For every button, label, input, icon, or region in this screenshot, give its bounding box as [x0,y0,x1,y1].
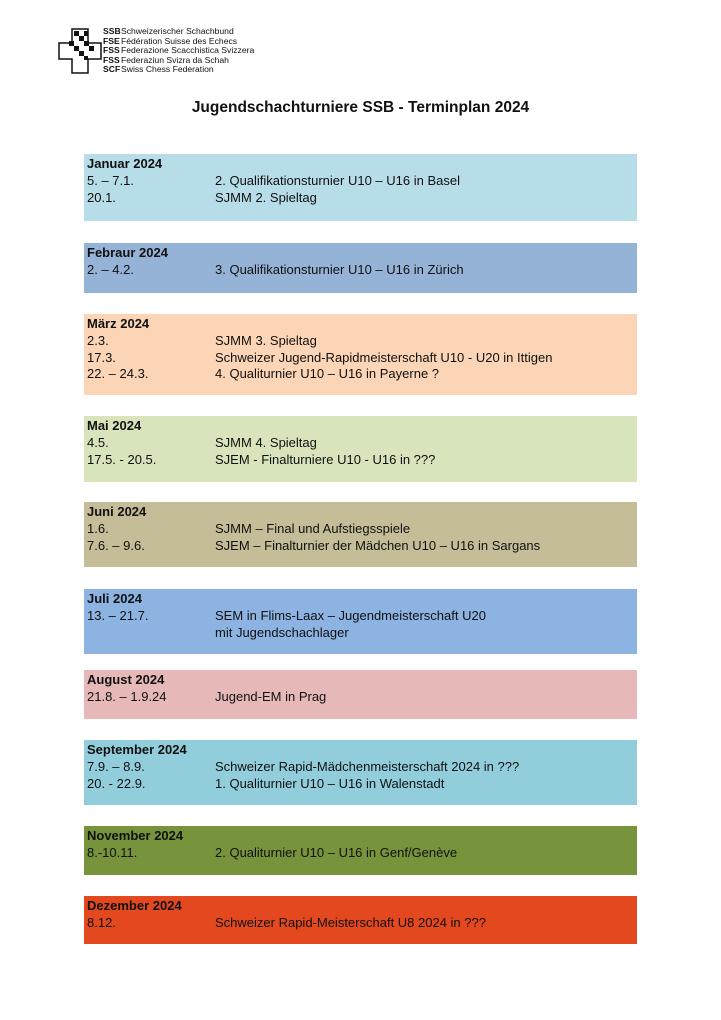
event-text: 2. Qualifikationsturnier U10 – U16 in Ba… [215,172,460,188]
event-date: 20.1. [87,189,116,205]
event-date: 17.5. - 20.5. [87,451,157,467]
month-heading: Mai 2024 [87,418,142,433]
event-row: 21.8. – 1.9.24 Jugend-EM in Prag [87,689,637,706]
event-date: 22. – 24.3. [87,366,149,382]
month-heading: Juni 2024 [87,504,147,519]
month-section: Juni 2024 1.6. SJMM – Final und Aufstiegss… [84,502,637,567]
event-date: 17.3. [87,349,116,365]
event-text: mit Jugendschachlager [215,624,349,640]
month-section: Mai 2024 4.5. SJMM 4. Spieltag 17.5. - 20.5… [84,416,637,482]
month-heading: September 2024 [87,742,187,757]
month-heading: Juli 2024 [87,591,142,606]
event-row: 4.5. SJMM 4. Spieltag [87,435,637,452]
month-heading: Dezember 2024 [87,898,182,913]
event-row: 7.6. – 9.6. SJEM – Finalturnier der Mädch… [87,538,637,555]
event-date [87,625,215,642]
event-text: Schweizer Rapid-Meisterschaft U8 2024 in… [215,914,486,930]
event-date: 2.3. [87,332,109,348]
logo-line: FSSFederaziun Svizra da Schah [103,54,254,66]
event-text: SJMM 2. Spieltag [215,189,317,205]
event-date: 5. – 7.1. [87,172,134,188]
month-heading: November 2024 [87,828,184,843]
logo-abbr: FSS [103,54,120,65]
month-heading: August 2024 [87,672,165,687]
event-text: 2. Qualiturnier U10 – U16 in Genf/Genève [215,844,458,860]
event-text: SEM in Flims-Laax – Jugendmeisterschaft … [215,607,486,623]
event-row: 20.1. SJMM 2. Spieltag [87,190,637,207]
event-text: Jugend-EM in Prag [215,688,327,704]
month-section: März 2024 2.3. SJMM 3. Spieltag 17.3. Schwei… [84,314,637,395]
month-section: Januar 2024 5. – 7.1. 2. Qualifikationstur… [84,154,637,221]
event-row: 8.12. Schweizer Rapid-Meisterschaft U8 20… [87,915,637,932]
logo-abbr: SSB [103,26,121,36]
event-date: 4.5. [87,434,109,450]
event-text: SJEM – Finalturnier der Mädchen U10 – U1… [215,537,541,553]
logo-name: Federaziun Svizra da Schah [121,54,229,65]
event-row: 7.9. – 8.9. Schweizer Rapid-Mädchenmeiste… [87,759,637,776]
month-section: August 2024 21.8. – 1.9.24 Jugend-EM in Pr… [84,670,637,719]
logo-abbr: FSS [103,45,120,56]
event-row: 13. – 21.7. SEM in Flims-Laax – Jugendmei… [87,608,637,625]
month-section: September 2024 7.9. – 8.9. Schweizer Rapid… [84,740,637,805]
logo-name: Swiss Chess Federation [121,64,214,75]
month-section: Juli 2024 13. – 21.7. SEM in Flims-Laax – … [84,589,637,654]
event-date: 13. – 21.7. [87,607,149,623]
event-text: Schweizer Rapid-Mädchenmeisterschaft 202… [215,758,520,774]
month-section: November 2024 8.-10.11. 2. Qualiturnier U1… [84,826,637,875]
event-date: 1.6. [87,520,109,536]
event-date: 7.9. – 8.9. [87,758,145,774]
logo-abbr: SCF [103,64,121,75]
month-section: Febraur 2024 2. – 4.2. 3. Qualifikationstu… [84,243,637,293]
month-heading: Januar 2024 [87,156,163,171]
event-text: 1. Qualiturnier U10 – U16 in Walenstadt [215,775,445,791]
event-row: 2. – 4.2. 3. Qualifikationsturnier U10 – … [87,262,637,279]
event-text: SJMM 4. Spieltag [215,434,317,450]
event-row: 5. – 7.1. 2. Qualifikationsturnier U10 – … [87,173,637,190]
event-date: 21.8. – 1.9.24 [87,688,167,704]
event-date: 8.12. [87,914,116,930]
event-text: SJMM – Final und Aufstiegsspiele [215,520,411,536]
event-text: SJEM - Finalturniere U10 - U16 in ??? [215,451,436,467]
event-text: 3. Qualifikationsturnier U10 – U16 in Zü… [215,261,464,277]
event-date: 20. - 22.9. [87,775,146,791]
logo-name: Fédération Suisse des Echecs [121,35,238,46]
month-section: Dezember 2024 8.12. Schweizer Rapid-Meiste… [84,896,637,944]
event-date: 8.-10.11. [87,844,138,860]
event-date: 2. – 4.2. [87,261,134,277]
logo-line: FSEFédération Suisse des Echecs [103,35,254,47]
event-row: mit Jugendschachlager [87,625,637,642]
month-heading: Febraur 2024 [87,245,168,260]
event-text: Schweizer Jugend-Rapidmeisterschaft U10 … [215,349,553,365]
event-row: 20. - 22.9. 1. Qualiturnier U10 – U16 in … [87,776,637,793]
page-title: Jugendschachturniere SSB - Terminplan 20… [191,99,530,116]
event-row: 17.3. Schweizer Jugend-Rapidmeisterschaft… [87,350,637,367]
logo-name: Federazione Scacchistica Svizzera [121,45,255,56]
month-heading: März 2024 [87,316,150,331]
event-row: 2.3. SJMM 3. Spieltag [87,333,637,350]
event-text: SJMM 3. Spieltag [215,332,317,348]
ssb-logo: SSBSchweizerischer Schachbund FSEFédérati… [58,26,258,77]
event-text: 4. Qualiturnier U10 – U16 in Payerne ? [215,366,440,382]
event-row: 17.5. - 20.5. SJEM - Finalturniere U10 - … [87,452,637,469]
event-row: 1.6. SJMM – Final und Aufstiegsspiele [87,521,637,538]
event-date: 7.6. – 9.6. [87,537,145,553]
swiss-cross-chessboard-icon [58,28,102,74]
logo-abbr: FSE [103,35,120,46]
logo-line: SSBSchweizerischer Schachbund [103,26,254,37]
logo-line: SCFSwiss Chess Federation [103,65,254,75]
logo-line: FSSFederazione Scacchistica Svizzera [103,45,255,56]
event-row: 22. – 24.3. 4. Qualiturnier U10 – U16 in … [87,366,637,383]
logo-name: Schweizerischer Schachbund [121,26,234,36]
event-row: 8.-10.11. 2. Qualiturnier U10 – U16 in Ge… [87,845,637,862]
